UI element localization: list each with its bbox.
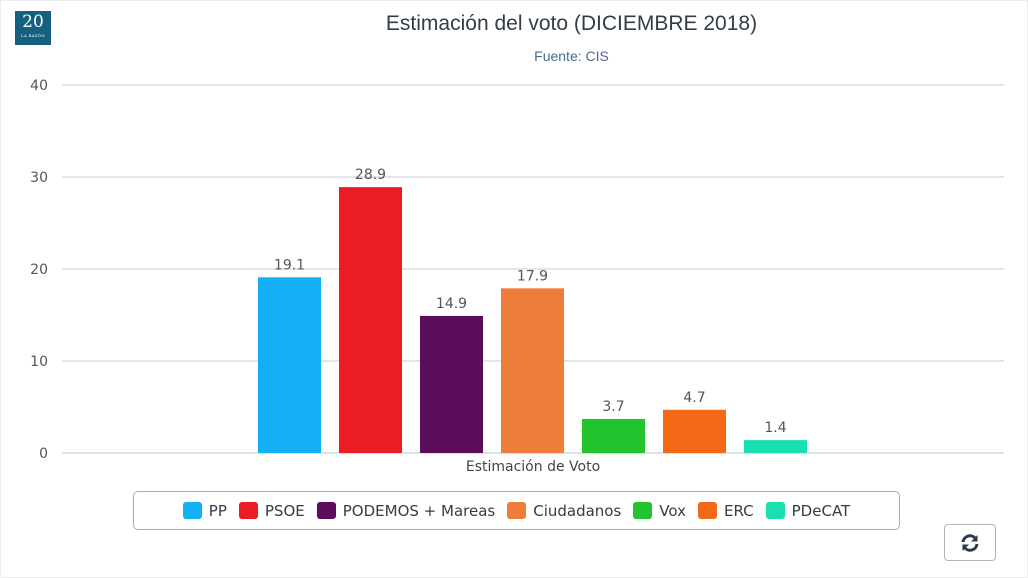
legend-item[interactable]: PODEMOS + Mareas [316, 501, 496, 520]
legend-label: PSOE [264, 501, 305, 520]
data-label: 19.1 [274, 257, 305, 273]
bar-psoe[interactable] [339, 187, 402, 453]
y-axis-ticks: 0 10 20 30 40 [30, 78, 48, 462]
bar-podemos-mareas[interactable] [420, 315, 483, 453]
legend-label: PDeCAT [791, 501, 851, 520]
legend-swatch [765, 502, 785, 519]
y-tick-label: 40 [30, 78, 48, 94]
legend-swatch [316, 502, 336, 519]
bar-chart: 0 10 20 30 40 19.1 28.9 14.9 17.9 3.7 4.7 1.4 Esti… [30, 78, 1004, 475]
la-razon-logo: 20 LA RAZÓN [15, 11, 51, 45]
legend-item[interactable]: ERC [698, 502, 754, 520]
bar-vox[interactable] [582, 418, 645, 453]
bar-ciudadanos[interactable] [501, 288, 564, 453]
legend-swatch [238, 502, 258, 519]
legend-swatch [182, 502, 202, 519]
data-label: 3.7 [602, 399, 624, 415]
refresh-button[interactable] [944, 524, 996, 561]
y-tick-label: 0 [39, 446, 48, 462]
refresh-icon [961, 533, 979, 552]
bar-erc[interactable] [663, 409, 726, 453]
legend-swatch [633, 502, 653, 519]
data-label: 17.9 [517, 268, 548, 284]
legend-item[interactable]: Ciudadanos [507, 502, 621, 520]
y-tick-label: 30 [30, 170, 48, 186]
legend-label: Ciudadanos [533, 501, 622, 520]
bars [258, 187, 807, 453]
data-labels: 19.1 28.9 14.9 17.9 3.7 4.7 1.4 [274, 167, 787, 436]
legend-label: PODEMOS + Mareas [342, 501, 496, 520]
chart-legend: PP PSOE PODEMOS + Mareas Ciudadanos Vox ERC PD… [133, 491, 900, 530]
legend-label: PP [208, 501, 227, 520]
bar-pdecat[interactable] [744, 440, 807, 453]
y-tick-label: 10 [30, 354, 48, 370]
bar-pp[interactable] [258, 277, 321, 453]
legend-swatch [507, 502, 527, 519]
legend-label: Vox [659, 501, 686, 520]
legend-item[interactable]: PSOE [238, 501, 305, 520]
data-label: 14.9 [436, 296, 467, 312]
data-label: 1.4 [764, 420, 786, 436]
x-axis-label: Estimación de Voto [466, 459, 600, 475]
legend-item[interactable]: PDeCAT [765, 501, 851, 520]
data-label: 4.7 [683, 390, 705, 406]
legend-item[interactable]: Vox [633, 502, 686, 520]
legend-swatch [698, 502, 717, 519]
legend-label: ERC [724, 501, 754, 520]
legend-item[interactable]: PP [182, 501, 227, 520]
data-label: 28.9 [355, 167, 386, 183]
chart-subtitle: Fuente: CIS [534, 48, 609, 64]
logo-number: 20 [22, 12, 44, 32]
logo-brand: LA RAZÓN [21, 33, 45, 38]
y-tick-label: 20 [30, 262, 48, 278]
chart-title: Estimación del voto (DICIEMBRE 2018) [385, 12, 758, 35]
